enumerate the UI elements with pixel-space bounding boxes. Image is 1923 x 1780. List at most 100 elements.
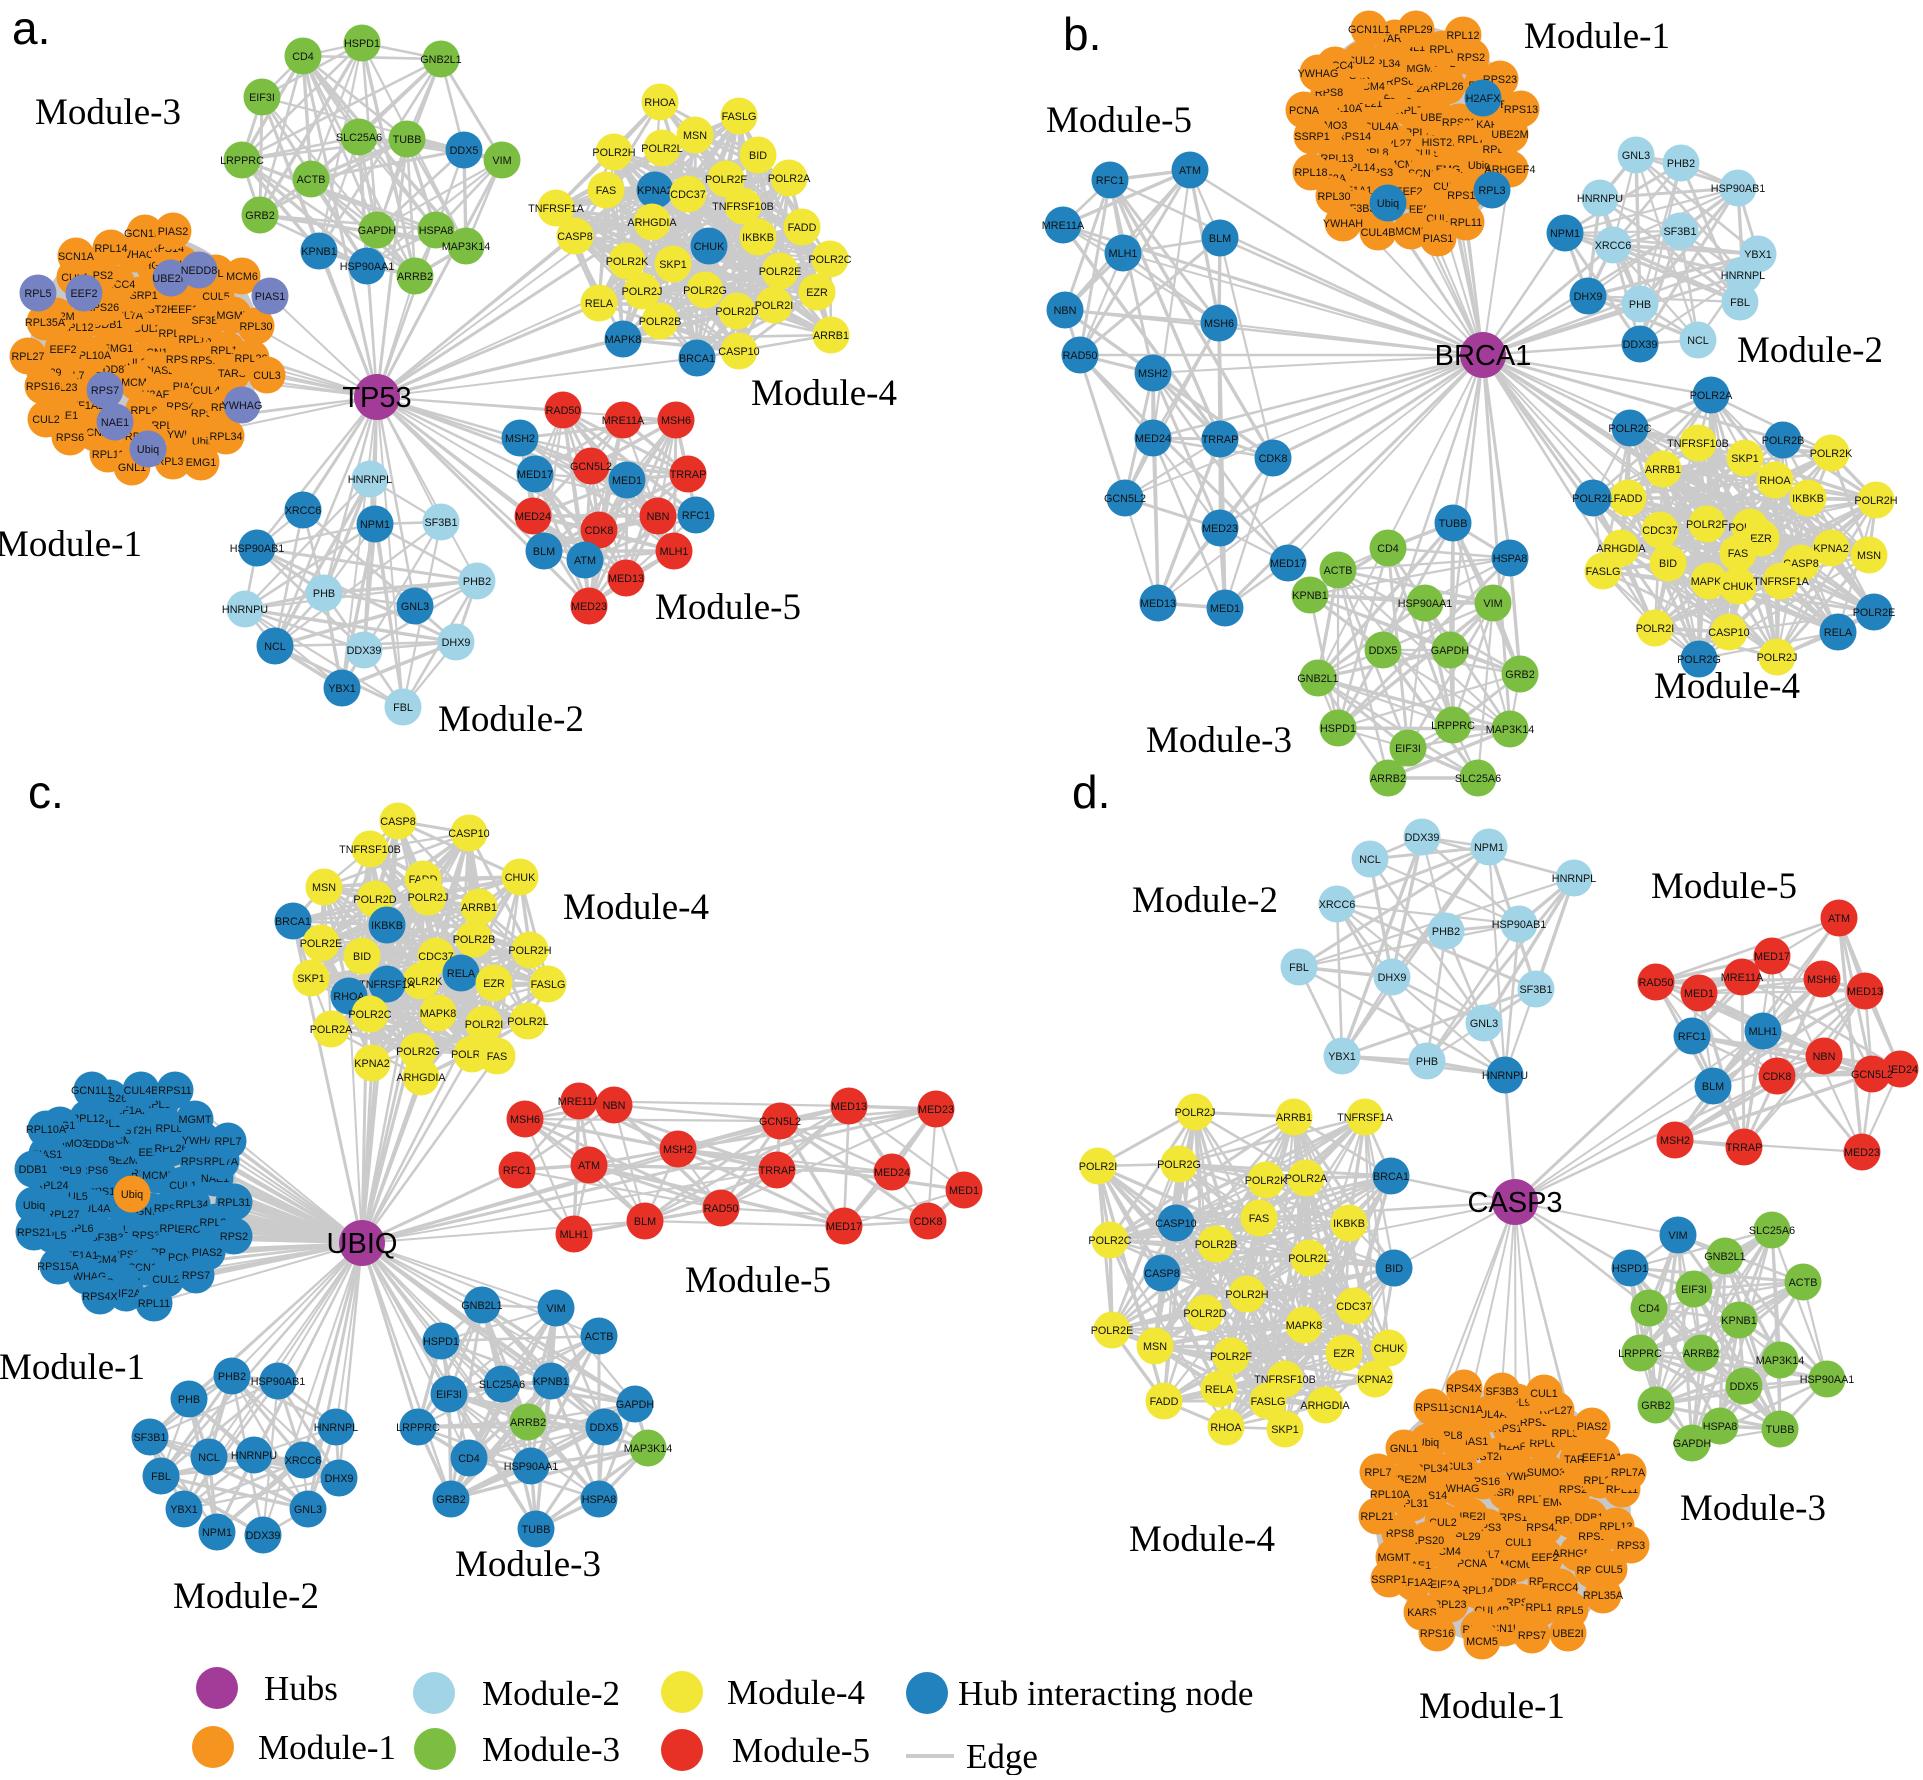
svg-text:POLR2A: POLR2A — [768, 173, 811, 185]
svg-text:DDX5: DDX5 — [1369, 645, 1398, 657]
svg-text:FBL: FBL — [151, 1471, 171, 1483]
svg-text:RPS4X: RPS4X — [82, 1291, 117, 1303]
svg-text:Ubiq: Ubiq — [1468, 160, 1490, 172]
svg-text:SSRP1: SSRP1 — [1371, 1574, 1406, 1586]
svg-text:Module-1: Module-1 — [1524, 16, 1670, 57]
svg-text:POLR2C: POLR2C — [348, 1009, 391, 1021]
svg-text:EEF2: EEF2 — [70, 288, 97, 300]
svg-text:SF3B1: SF3B1 — [1519, 984, 1552, 996]
svg-text:BID: BID — [749, 150, 767, 162]
svg-text:FADD: FADD — [788, 222, 817, 234]
svg-text:SLC25A6: SLC25A6 — [1749, 1225, 1795, 1237]
svg-text:GNL3: GNL3 — [1470, 1018, 1498, 1030]
svg-text:CD4: CD4 — [1377, 543, 1399, 555]
svg-text:BID: BID — [353, 951, 371, 963]
svg-text:NBN: NBN — [603, 1100, 626, 1112]
svg-text:MED24: MED24 — [1135, 433, 1171, 445]
svg-text:GCN5L2: GCN5L2 — [570, 461, 612, 473]
svg-text:BID: BID — [1659, 558, 1677, 570]
svg-text:RPL7: RPL7 — [214, 1136, 241, 1148]
svg-text:POLR2D: POLR2D — [1183, 1308, 1226, 1320]
svg-text:RPL11: RPL11 — [138, 1298, 170, 1310]
svg-text:SLC25A6: SLC25A6 — [479, 1379, 525, 1391]
svg-text:RPL29: RPL29 — [1399, 24, 1432, 36]
svg-text:RPS7: RPS7 — [182, 1270, 210, 1282]
svg-text:PIAS2: PIAS2 — [192, 1247, 223, 1259]
svg-text:ARRB1: ARRB1 — [1276, 1112, 1312, 1124]
svg-text:Module-5: Module-5 — [1046, 100, 1192, 141]
svg-text:POLR2E: POLR2E — [759, 266, 802, 278]
svg-text:PHB: PHB — [313, 588, 335, 600]
svg-text:YBX1: YBX1 — [328, 683, 356, 695]
svg-text:GRB2: GRB2 — [245, 210, 274, 222]
svg-text:POLR2E: POLR2E — [300, 938, 343, 950]
svg-text:CUL4A: CUL4A — [1364, 121, 1400, 133]
svg-text:PCNA: PCNA — [1289, 105, 1320, 117]
svg-text:HNRNPU: HNRNPU — [1577, 193, 1623, 205]
svg-text:SKP1: SKP1 — [659, 259, 687, 271]
svg-text:FASLG: FASLG — [722, 111, 757, 123]
svg-text:CUL4B: CUL4B — [124, 1085, 159, 1097]
svg-text:c.: c. — [28, 766, 64, 818]
svg-text:RPL11: RPL11 — [1450, 217, 1482, 229]
svg-text:MSN: MSN — [312, 882, 336, 894]
svg-text:SLC25A6: SLC25A6 — [336, 132, 382, 144]
svg-text:BRCA1: BRCA1 — [275, 916, 311, 928]
svg-text:RPS2: RPS2 — [220, 1231, 248, 1243]
svg-text:HNRNPL: HNRNPL — [1552, 873, 1596, 885]
svg-text:RAD50: RAD50 — [1063, 350, 1098, 362]
svg-text:d.: d. — [1072, 766, 1110, 818]
svg-text:ARRB1: ARRB1 — [461, 902, 497, 914]
svg-text:SKP1: SKP1 — [297, 973, 325, 985]
svg-text:Module-3: Module-3 — [35, 92, 181, 133]
svg-text:TNFRSF1A: TNFRSF1A — [1753, 576, 1810, 588]
svg-text:EIF3I: EIF3I — [1681, 1284, 1707, 1296]
svg-text:RPL23: RPL23 — [1433, 1599, 1466, 1611]
svg-text:VIM: VIM — [492, 155, 511, 167]
svg-text:BRCA1: BRCA1 — [679, 353, 715, 365]
svg-text:POLR2C: POLR2C — [1088, 1235, 1131, 1247]
svg-text:GNL3: GNL3 — [1622, 150, 1650, 162]
svg-text:RPS4X: RPS4X — [1526, 1522, 1561, 1534]
svg-text:POLR2D: POLR2D — [353, 894, 396, 906]
svg-text:RAD50: RAD50 — [546, 405, 581, 417]
svg-text:POLR2I: POLR2I — [755, 300, 793, 312]
svg-text:DDX5: DDX5 — [1730, 1381, 1759, 1393]
svg-text:ARHGDIA: ARHGDIA — [627, 217, 677, 229]
svg-text:CUL5: CUL5 — [1595, 1564, 1623, 1576]
svg-text:SCN1A: SCN1A — [1447, 1404, 1484, 1416]
svg-text:YWHAG: YWHAG — [222, 400, 263, 412]
svg-text:DDX39: DDX39 — [246, 1530, 281, 1542]
svg-text:Module-3: Module-3 — [1680, 1488, 1826, 1529]
svg-text:POLR2J: POLR2J — [408, 892, 449, 904]
svg-text:HSP90AA1: HSP90AA1 — [1398, 598, 1453, 610]
svg-text:RPL7: RPL7 — [1457, 134, 1484, 146]
svg-text:ACTB: ACTB — [585, 1331, 614, 1343]
svg-text:EIF2A: EIF2A — [111, 1288, 142, 1300]
svg-text:SKP1: SKP1 — [1271, 1424, 1299, 1436]
svg-text:HSP90AB1: HSP90AB1 — [1711, 183, 1766, 195]
svg-text:POLR2K: POLR2K — [400, 976, 443, 988]
svg-text:DDX5: DDX5 — [450, 145, 479, 157]
svg-text:ARRB2: ARRB2 — [1683, 1348, 1719, 1360]
svg-text:POLR2B: POLR2B — [639, 316, 682, 328]
svg-text:RPL10A: RPL10A — [26, 1124, 67, 1136]
svg-text:RPL8: RPL8 — [155, 1123, 182, 1135]
svg-text:POLR2B: POLR2B — [1195, 1239, 1238, 1251]
svg-text:IKBKB: IKBKB — [742, 232, 774, 244]
svg-text:TUBB: TUBB — [1766, 1424, 1795, 1436]
svg-text:POLR2K: POLR2K — [1245, 1175, 1288, 1187]
svg-text:HSPD1: HSPD1 — [344, 38, 380, 50]
svg-text:SLC25A6: SLC25A6 — [1455, 773, 1501, 785]
svg-text:SCN1A: SCN1A — [58, 251, 95, 263]
svg-text:CUL2: CUL2 — [32, 414, 60, 426]
svg-text:IKBKB: IKBKB — [371, 920, 403, 932]
svg-text:RPS20: RPS20 — [1410, 1535, 1444, 1547]
svg-text:POLR2D: POLR2D — [715, 306, 758, 318]
svg-text:Module-3: Module-3 — [455, 1544, 601, 1585]
svg-text:GCN5L2: GCN5L2 — [759, 1116, 801, 1128]
svg-text:POLR2C: POLR2C — [808, 254, 851, 266]
svg-text:FBL: FBL — [393, 702, 413, 714]
svg-text:RAD50: RAD50 — [704, 1203, 739, 1215]
svg-text:MAP3K14: MAP3K14 — [1756, 1355, 1805, 1367]
